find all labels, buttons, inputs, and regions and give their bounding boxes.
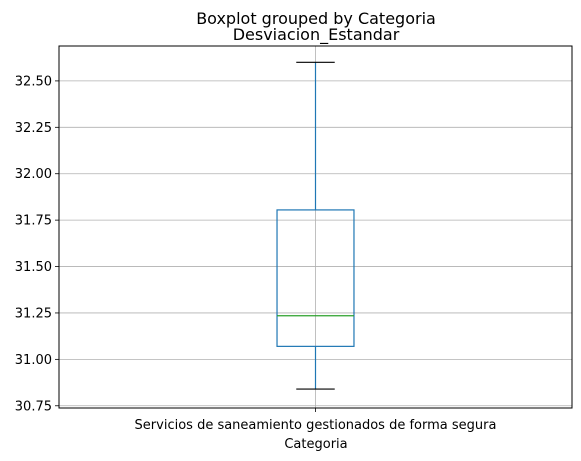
figure-suptitle: Boxplot grouped by Categoria [196, 9, 436, 28]
chart-title: Desviacion_Estandar [233, 25, 400, 45]
box-group [276, 61, 355, 390]
y-tick-label: 32.25 [15, 121, 52, 136]
x-axis-label: Categoria [284, 437, 347, 452]
x-tick-label: Servicios de saneamiento gestionados de … [135, 418, 497, 433]
y-tick-label: 31.50 [15, 260, 52, 275]
y-tick-label: 30.75 [15, 399, 52, 414]
y-tick-label: 31.75 [15, 214, 52, 229]
y-tick-label: 31.25 [15, 306, 52, 321]
y-tick-label: 32.50 [15, 74, 52, 89]
y-tick-label: 32.00 [15, 167, 52, 182]
y-axis: 30.75 31.00 31.25 31.50 31.75 32.00 32.25 32.50 [15, 74, 59, 414]
box-iqr [276, 209, 355, 347]
y-tick-label: 31.00 [15, 353, 52, 368]
x-axis: Servicios de saneamiento gestionados de … [135, 408, 497, 433]
